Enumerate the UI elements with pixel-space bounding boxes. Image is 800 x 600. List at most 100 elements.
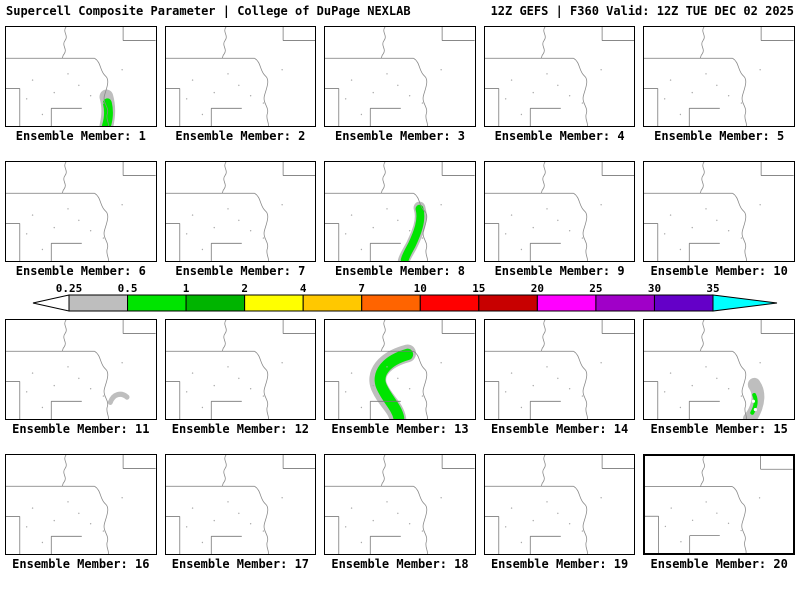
ensemble-member-label: Ensemble Member: 12 [171,422,310,436]
city-dot [345,233,347,235]
ensemble-map [164,319,317,420]
colorbar-tick-label: 0.25 [56,282,83,295]
city-dot [226,73,229,75]
ensemble-map [643,319,795,420]
city-dot [581,530,583,532]
city-dot [397,377,399,380]
city-dot [41,541,44,544]
city-dot [226,208,229,210]
city-dot [691,384,694,387]
city-dot [397,84,399,87]
city-dot [53,91,55,94]
city-dot [670,372,672,374]
river-line [61,27,67,59]
city-dot [121,361,123,364]
city-dot [386,73,388,75]
city-dot [670,214,672,216]
city-dot [78,219,80,222]
city-dot [237,84,240,87]
city-dot [440,68,443,71]
city-dot [741,237,743,239]
ensemble-member-label: Ensemble Member: 8 [334,264,466,278]
map-svg [6,27,156,126]
ensemble-map [324,161,476,262]
ensemble-member-label: Ensemble Member: 5 [654,129,785,143]
city-dot [201,541,203,544]
city-dot [568,95,571,97]
city-dot [532,519,534,522]
colorbar-svg: 0.25 0.5 1 2 4 7 10 15 20 25 30 35 [32,282,778,312]
city-dot [440,361,443,364]
city-dot [89,388,92,390]
city-dot [89,230,92,232]
city-dot [41,113,44,116]
city-dot [281,496,283,499]
city-dot [213,226,215,229]
ensemble-member-label: Ensemble Member: 4 [494,129,625,143]
city-dot [581,395,583,397]
city-dot [759,361,762,364]
city-dot [213,91,215,94]
city-dot [728,388,730,390]
river-line [221,162,227,194]
city-dot [728,230,730,232]
city-dot [546,73,548,75]
map-svg [6,320,156,419]
river-line [700,320,706,352]
river-line [413,485,429,554]
city-dot [262,530,264,532]
ensemble-member-label: Ensemble Member: 6 [15,264,146,278]
city-dot [510,372,513,374]
city-dot [386,501,388,503]
city-dot [191,214,193,216]
river-line [540,320,546,352]
city-dot [249,230,251,232]
city-dot [262,237,264,239]
ensemble-map [5,319,157,420]
river-line [413,350,429,419]
river-line [221,455,227,487]
city-dot [281,68,283,71]
ensemble-map [483,26,636,127]
city-dot [185,391,187,393]
map-svg [644,320,794,419]
river-line [573,57,588,126]
city-dot [556,512,559,515]
city-dot [372,384,375,387]
page-title: Supercell Composite Parameter | College … [6,4,411,18]
colorbar-tick-label: 7 [358,282,365,295]
ensemble-panel: Ensemble Member: 4 [483,26,636,144]
ensemble-panel: Ensemble Member: 18 [324,454,476,572]
ensemble-panel: Ensemble Member: 8 [324,161,476,279]
city-dot [351,507,353,509]
river-line [221,320,227,352]
city-dot [691,226,694,229]
city-dot [397,219,399,222]
city-dot [41,248,44,251]
city-dot [680,406,682,409]
colorbar-segment [244,294,304,312]
river-line [380,162,386,194]
city-dot [31,507,34,509]
ensemble-panel: Ensemble Member: 11 [5,319,157,437]
city-dot [372,519,375,522]
colorbar-tick-label: 4 [300,282,307,295]
city-dot [397,512,399,515]
river-line [732,192,748,261]
city-dot [556,219,559,222]
city-dot [546,208,548,210]
city-dot [201,406,203,409]
city-dot [568,230,571,232]
colorbar-tick-label: 2 [241,282,248,295]
map-svg [6,455,156,554]
city-dot [532,91,534,94]
ensemble-map [5,161,157,262]
city-dot [185,98,187,100]
city-dot [546,501,548,503]
river-line [94,57,109,126]
ensemble-map [324,26,476,127]
city-dot [568,523,571,525]
city-dot [728,95,730,97]
city-dot [600,203,602,206]
city-dot [532,384,534,387]
